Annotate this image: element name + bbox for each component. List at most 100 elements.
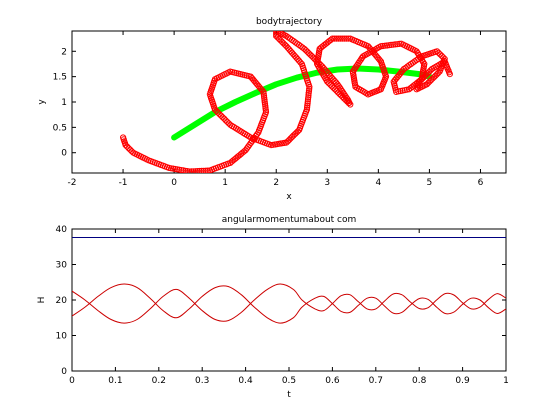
- trajectory-marker: [437, 51, 444, 58]
- trajectory-marker: [198, 167, 205, 173]
- y-axis-title: H: [37, 297, 47, 304]
- trajectory-marker: [446, 71, 453, 78]
- x-tick-label: 3: [324, 178, 330, 188]
- x-tick-label: -1: [119, 178, 128, 188]
- trajectory-marker: [261, 98, 268, 106]
- trajectory-marker: [196, 167, 203, 173]
- x-tick-label: 0.9: [455, 376, 470, 386]
- x-tick-label: 0.8: [412, 376, 427, 386]
- trajectory-marker: [124, 143, 131, 150]
- trajectory-marker: [306, 85, 313, 93]
- trajectory-marker: [305, 94, 312, 101]
- trajectory-marker: [327, 81, 334, 88]
- x-tick-label: -2: [68, 178, 77, 188]
- x-tick-label: 1: [222, 178, 228, 188]
- x-tick-label: 0.6: [325, 376, 340, 386]
- trajectory-marker: [388, 41, 395, 49]
- trajectory-marker: [407, 85, 414, 92]
- trajectory-marker: [219, 114, 226, 121]
- trajectory-marker: [172, 165, 179, 173]
- trajectory-marker: [262, 105, 269, 112]
- x-tick-label: 5: [427, 178, 433, 188]
- trajectory-marker: [305, 92, 312, 99]
- trajectory-marker: [304, 100, 311, 107]
- y-tick-label: 0: [61, 367, 67, 377]
- y-tick-label: 1.5: [53, 73, 67, 83]
- angular-momentum-panel: angularmomentumabout com 0 0.1 0.2 0.3 0.4 0.5…: [37, 215, 509, 400]
- trajectory-marker: [377, 43, 384, 50]
- chart-title: bodytrajectory: [256, 17, 323, 27]
- trajectory-marker: [262, 103, 269, 110]
- x-tick-label: 0.2: [152, 376, 166, 386]
- chart-title: angularmomentumabout com: [222, 215, 357, 225]
- series-line-2: [72, 283, 506, 324]
- trajectory-marker: [331, 35, 338, 42]
- y-tick-label: 0: [61, 149, 67, 159]
- trajectory-marker: [304, 98, 311, 105]
- trajectory-marker: [184, 168, 191, 173]
- y-tick-label: 20: [56, 296, 68, 306]
- y-tick-label: 40: [56, 225, 68, 235]
- trajectory-marker: [392, 41, 399, 48]
- y-axis-title: y: [37, 99, 47, 105]
- x-tick-label: 0: [69, 376, 75, 386]
- trajectory-marker: [396, 40, 403, 48]
- x-tick-label: 4: [375, 178, 381, 188]
- trajectory-marker: [329, 35, 336, 42]
- trajectory-marker: [383, 42, 391, 49]
- trajectory-marker: [327, 36, 334, 44]
- trajectory-marker: [202, 167, 209, 173]
- x-axis-title: x: [286, 192, 292, 202]
- trajectory-marker: [190, 168, 197, 173]
- trajectory-marker: [192, 168, 199, 173]
- trajectory-marker: [305, 87, 313, 95]
- x-tick-label: 1: [503, 376, 509, 386]
- y-tick-label: 2: [61, 47, 67, 57]
- trajectory-marker: [260, 90, 267, 98]
- x-tick-label: 0.7: [369, 376, 383, 386]
- trajectory-marker: [345, 35, 352, 42]
- trajectory-marker: [305, 89, 312, 97]
- y-tick-label: 0.5: [53, 123, 67, 133]
- series-group: [120, 31, 453, 173]
- trajectory-marker: [186, 168, 193, 173]
- x-tick-label: 6: [478, 178, 484, 188]
- series-group: [72, 236, 506, 324]
- trajectory-marker: [304, 102, 311, 109]
- series-line-1: [72, 283, 506, 324]
- trajectory-marker: [194, 168, 201, 173]
- trajectory-marker: [341, 35, 348, 42]
- trajectory-marker: [328, 83, 335, 90]
- trajectory-marker: [200, 167, 207, 173]
- trajectory-marker: [337, 35, 344, 42]
- trajectory-marker: [376, 56, 383, 64]
- x-tick-label: 0: [171, 178, 177, 188]
- x-tick-label: 0.5: [282, 376, 296, 386]
- trajectory-marker: [342, 96, 349, 104]
- trajectory-marker: [182, 167, 189, 173]
- trajectory-marker: [379, 42, 386, 50]
- trajectory-marker: [261, 94, 268, 102]
- x-tick-label: 0.1: [108, 376, 122, 386]
- trajectory-marker: [213, 108, 220, 115]
- trajectory-marker: [339, 35, 346, 42]
- plot-area: [71, 228, 507, 372]
- x-tick-label: 2: [273, 178, 279, 188]
- trajectory-marker: [303, 106, 310, 113]
- trajectory-marker: [261, 96, 268, 104]
- x-tick-label: 0.3: [195, 376, 209, 386]
- trajectory-marker: [188, 168, 195, 173]
- y-tick-label: 1: [61, 98, 67, 108]
- trajectory-marker: [394, 41, 401, 48]
- trajectory-marker: [204, 167, 211, 173]
- y-tick-label: 10: [56, 332, 68, 342]
- x-axis-title: t: [287, 390, 291, 400]
- trajectory-marker: [343, 35, 350, 42]
- trajectory-marker: [262, 109, 270, 116]
- trajectory-marker: [122, 142, 129, 149]
- trajectory-marker: [333, 35, 340, 42]
- trajectory-marker: [335, 35, 342, 42]
- x-tick-label: 0.4: [238, 376, 253, 386]
